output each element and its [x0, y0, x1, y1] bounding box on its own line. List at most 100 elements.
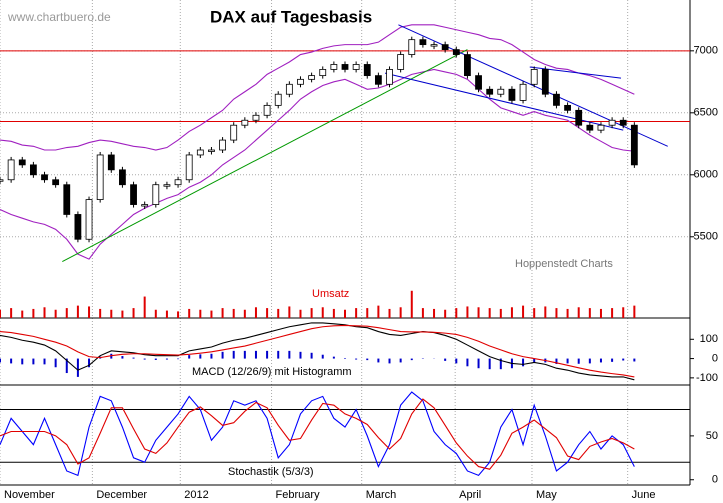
histogram-bar: [522, 358, 525, 367]
histogram-bar: [232, 350, 235, 359]
candle: [241, 119, 249, 126]
candle: [575, 109, 583, 126]
candle: [63, 184, 71, 215]
histogram-bar: [143, 358, 146, 360]
histogram-bar: [555, 358, 558, 364]
volume-bar: [143, 296, 146, 318]
candle: [107, 154, 115, 171]
candle: [96, 154, 104, 200]
candle: [208, 149, 215, 152]
panel-title: MACD (12/26/9) mit Histogramm: [192, 366, 352, 378]
histogram-bar: [622, 358, 625, 361]
y-tick-label: 100: [700, 333, 718, 345]
histogram-bar: [366, 358, 369, 361]
volume-bar: [444, 309, 447, 318]
candle: [174, 179, 182, 186]
histogram-bar: [388, 358, 391, 364]
candle: [564, 104, 571, 111]
volume-bar: [54, 309, 57, 318]
volume-bar: [499, 308, 502, 318]
histogram-bar: [65, 358, 68, 374]
candle: [553, 93, 560, 106]
x-tick-label: March: [366, 489, 397, 501]
candle: [508, 88, 516, 101]
volume-bar: [399, 307, 402, 318]
histogram-bar: [254, 350, 257, 359]
histogram-bar: [466, 358, 469, 367]
histogram-bar: [599, 358, 602, 363]
candle: [630, 124, 638, 166]
candle: [252, 114, 260, 121]
histogram-bar: [43, 358, 46, 365]
candle: [18, 159, 26, 166]
macd-line: [0, 324, 635, 378]
histogram-bar: [299, 351, 302, 359]
candle: [519, 83, 527, 101]
stochastic-line: [0, 391, 635, 477]
volume-bar: [288, 306, 291, 318]
histogram-bar: [10, 358, 13, 364]
histogram-bar: [566, 358, 569, 364]
histogram-bar: [321, 354, 324, 359]
histogram-bar: [54, 358, 57, 368]
volume-bar: [154, 309, 157, 318]
histogram-bar: [210, 353, 213, 359]
histogram-bar: [344, 357, 346, 359]
y-tick-label: 0: [712, 474, 718, 486]
candle: [7, 159, 15, 181]
volume-bar: [210, 310, 213, 318]
volume-bar: [421, 308, 424, 318]
candle: [408, 39, 416, 55]
candle: [419, 39, 427, 46]
histogram-bar: [355, 358, 358, 360]
volume-bar: [76, 305, 79, 318]
y-tick-label: 50: [706, 430, 718, 442]
chart-title: DAX auf Tagesbasis: [210, 7, 372, 26]
candle: [85, 199, 93, 240]
histogram-bar: [577, 358, 580, 364]
histogram-bar: [199, 354, 202, 359]
volume-bar: [0, 309, 1, 318]
y-tick-label: 6500: [694, 107, 718, 119]
volume-bar: [366, 308, 369, 318]
candle: [274, 93, 282, 106]
volume-bar: [10, 308, 13, 318]
histogram-bar: [188, 355, 191, 359]
histogram-bar: [410, 358, 413, 361]
candle: [308, 75, 316, 80]
volume-bar: [199, 309, 202, 318]
volume-bar: [544, 306, 547, 318]
histogram-bar: [477, 358, 480, 369]
volume-bar: [221, 308, 224, 318]
volume-bar: [477, 307, 480, 318]
histogram-bar: [444, 358, 447, 361]
volume-bar: [466, 306, 469, 318]
histogram-bar: [310, 352, 313, 359]
candle: [196, 149, 204, 156]
volume-bar: [377, 305, 380, 318]
histogram-bar: [221, 351, 224, 359]
histogram-bar: [21, 358, 24, 365]
histogram-bar: [488, 358, 491, 370]
y-tick-label: 5500: [694, 231, 718, 243]
candle: [0, 179, 4, 182]
candle: [530, 69, 538, 85]
source: www.chartbuero.de: [7, 10, 111, 24]
candle: [497, 88, 505, 95]
volume-bar: [254, 307, 257, 318]
candle: [163, 184, 171, 187]
candle: [541, 69, 549, 95]
volume-bar: [321, 307, 324, 318]
volume-bar: [88, 306, 91, 318]
candle: [185, 154, 193, 181]
volume-bar: [266, 308, 269, 318]
candle: [152, 184, 160, 205]
histogram-bar: [455, 358, 458, 364]
volume-bar: [21, 310, 24, 318]
histogram-bar: [154, 358, 157, 360]
volume-bar: [555, 308, 558, 318]
volume-bar: [611, 308, 614, 318]
volume-bar: [99, 308, 102, 318]
volume-bar: [188, 308, 191, 318]
